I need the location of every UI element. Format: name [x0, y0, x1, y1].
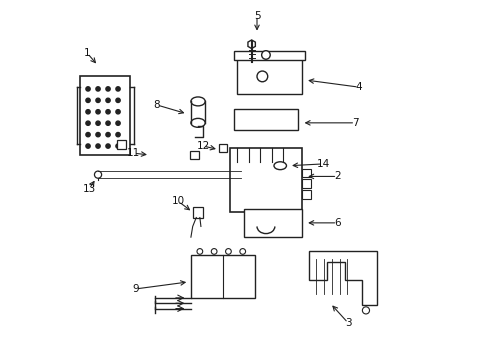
Circle shape — [96, 87, 100, 91]
Text: 14: 14 — [316, 159, 329, 169]
Text: 13: 13 — [82, 184, 96, 194]
Circle shape — [86, 110, 90, 114]
Circle shape — [116, 98, 120, 103]
FancyBboxPatch shape — [301, 179, 310, 188]
Circle shape — [261, 51, 270, 59]
Ellipse shape — [190, 118, 205, 127]
Circle shape — [362, 307, 369, 314]
FancyBboxPatch shape — [80, 76, 130, 155]
Ellipse shape — [273, 162, 286, 170]
Text: 11: 11 — [127, 148, 140, 158]
Circle shape — [106, 144, 110, 148]
Circle shape — [96, 121, 100, 125]
Circle shape — [116, 110, 120, 114]
FancyBboxPatch shape — [237, 59, 301, 94]
FancyBboxPatch shape — [244, 208, 301, 237]
Circle shape — [106, 87, 110, 91]
Circle shape — [240, 249, 245, 254]
Text: 2: 2 — [333, 171, 340, 181]
Circle shape — [96, 132, 100, 137]
Circle shape — [86, 144, 90, 148]
FancyBboxPatch shape — [190, 151, 198, 159]
Polygon shape — [308, 251, 376, 305]
Text: 7: 7 — [351, 118, 358, 128]
Circle shape — [96, 144, 100, 148]
Polygon shape — [247, 40, 255, 49]
Circle shape — [106, 110, 110, 114]
FancyBboxPatch shape — [301, 168, 310, 177]
Text: 1: 1 — [84, 48, 90, 58]
Text: 6: 6 — [333, 218, 340, 228]
Text: 3: 3 — [344, 318, 351, 328]
Ellipse shape — [190, 97, 205, 106]
Circle shape — [86, 87, 90, 91]
Circle shape — [116, 132, 120, 137]
Circle shape — [106, 98, 110, 103]
Circle shape — [96, 98, 100, 103]
FancyBboxPatch shape — [233, 51, 305, 60]
Circle shape — [96, 110, 100, 114]
Text: 8: 8 — [153, 100, 160, 110]
Circle shape — [211, 249, 217, 254]
Text: 5: 5 — [253, 11, 260, 21]
Circle shape — [116, 144, 120, 148]
FancyBboxPatch shape — [192, 207, 203, 217]
Circle shape — [116, 121, 120, 125]
FancyBboxPatch shape — [233, 109, 298, 130]
Circle shape — [116, 87, 120, 91]
Circle shape — [86, 121, 90, 125]
FancyBboxPatch shape — [301, 190, 310, 199]
FancyBboxPatch shape — [218, 144, 227, 152]
FancyBboxPatch shape — [117, 140, 125, 149]
Text: 12: 12 — [196, 141, 210, 151]
Circle shape — [86, 132, 90, 137]
Circle shape — [225, 249, 231, 254]
Circle shape — [106, 132, 110, 137]
Text: 10: 10 — [171, 197, 184, 206]
Text: 9: 9 — [132, 284, 139, 294]
FancyBboxPatch shape — [190, 255, 255, 298]
Circle shape — [257, 71, 267, 82]
Circle shape — [86, 98, 90, 103]
Circle shape — [106, 121, 110, 125]
Text: 4: 4 — [355, 82, 362, 92]
Circle shape — [197, 249, 203, 254]
Circle shape — [94, 171, 102, 178]
FancyBboxPatch shape — [230, 148, 301, 212]
